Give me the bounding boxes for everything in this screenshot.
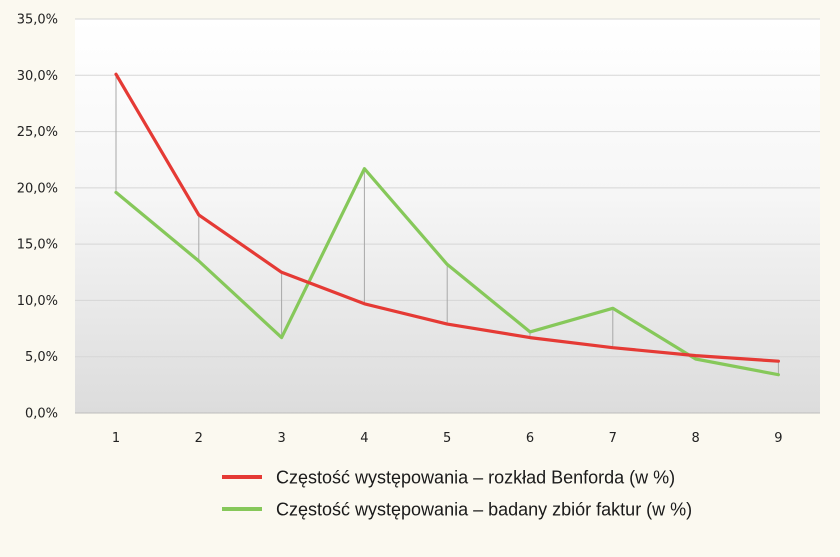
y-tick-label: 5,0% bbox=[25, 350, 58, 365]
y-tick-label: 30,0% bbox=[17, 69, 58, 84]
legend-label: Częstość występowania – rozkład Benforda… bbox=[276, 468, 675, 488]
series-line-1 bbox=[114, 72, 781, 363]
y-tick-label: 15,0% bbox=[17, 238, 58, 253]
x-tick-label: 5 bbox=[443, 431, 451, 446]
legend: Częstość występowania – rozkład Benforda… bbox=[222, 468, 692, 520]
x-tick-label: 7 bbox=[609, 431, 617, 446]
y-tick-label: 35,0% bbox=[17, 13, 58, 28]
x-tick-label: 9 bbox=[774, 431, 782, 446]
y-tick-label: 25,0% bbox=[17, 125, 58, 140]
x-tick-label: 1 bbox=[112, 431, 120, 446]
x-axis-tick-labels: 1 2 3 4 5 6 7 8 9 bbox=[112, 431, 783, 446]
plot-area bbox=[75, 19, 820, 413]
x-tick-label: 4 bbox=[360, 431, 368, 446]
x-tick-label: 3 bbox=[277, 431, 285, 446]
series-lines bbox=[114, 72, 781, 377]
y-axis-tick-labels: 0,0% 5,0% 10,0% 15,0% 20,0% 25,0% 30,0% 35,0% bbox=[17, 13, 58, 422]
x-tick-label: 2 bbox=[195, 431, 203, 446]
x-tick-label: 8 bbox=[691, 431, 699, 446]
y-tick-label: 20,0% bbox=[17, 181, 58, 196]
x-tick-label: 6 bbox=[526, 431, 534, 446]
y-tick-label: 0,0% bbox=[25, 407, 58, 422]
y-tick-label: 10,0% bbox=[17, 294, 58, 309]
legend-label: Częstość występowania – badany zbiór fak… bbox=[276, 500, 692, 520]
series-line-2 bbox=[114, 167, 781, 377]
